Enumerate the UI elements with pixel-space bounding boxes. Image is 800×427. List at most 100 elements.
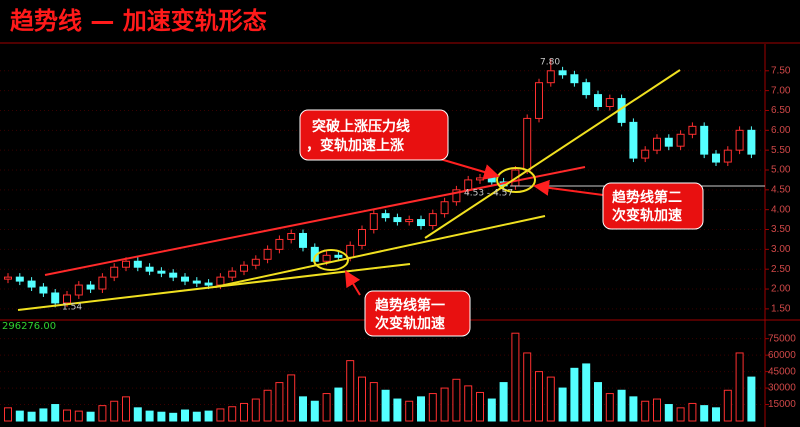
- volume-bar: [487, 398, 496, 422]
- candle-body: [735, 129, 744, 151]
- candle-body: [700, 125, 709, 155]
- candle-body: [322, 254, 331, 262]
- volume-bar: [310, 400, 319, 422]
- volume-bar: [464, 385, 473, 422]
- callout-box: [602, 182, 704, 230]
- volume-bar: [417, 396, 425, 422]
- volume-bar: [322, 393, 331, 422]
- candle-body: [27, 280, 36, 288]
- candle-body: [287, 232, 296, 240]
- volume-label: 296276.00: [2, 321, 56, 332]
- volume-bar: [523, 352, 532, 422]
- candle-body: [452, 189, 461, 203]
- candle-body: [4, 276, 12, 280]
- volume-bar: [74, 410, 83, 422]
- volume-bar: [27, 411, 36, 422]
- y-tick-label: 5.00: [771, 165, 791, 176]
- candle-body: [653, 137, 661, 151]
- volume-bar: [145, 410, 154, 422]
- volume-bar: [192, 411, 201, 422]
- candle-body: [299, 232, 307, 248]
- candle-body: [63, 294, 71, 304]
- volume-bar: [617, 389, 626, 422]
- candle-body: [641, 149, 650, 159]
- volume-bar: [4, 407, 12, 422]
- candle-body: [381, 213, 390, 219]
- candle-body: [110, 266, 119, 278]
- callout-text: 次变轨加速: [612, 207, 682, 224]
- volume-bar: [240, 402, 248, 422]
- candle-body: [546, 70, 555, 84]
- candle-body: [440, 201, 449, 215]
- volume-bar: [369, 382, 378, 422]
- volume-bar: [157, 411, 166, 422]
- candle-body: [723, 149, 732, 163]
- candle-body: [676, 133, 685, 147]
- candle-body: [523, 117, 532, 171]
- volume-bar: [712, 407, 720, 422]
- candle-body: [192, 280, 201, 284]
- highlight-circle: [313, 249, 349, 271]
- candle-body: [216, 276, 225, 286]
- volume-bar: [476, 391, 484, 422]
- candle-body: [369, 213, 378, 231]
- candle-body: [181, 276, 189, 282]
- callout-text: 趋势线第一: [375, 297, 445, 314]
- arrow: [344, 270, 361, 296]
- candle-body: [417, 219, 425, 227]
- y-tick-label: 5.50: [771, 145, 791, 156]
- candle-body: [405, 219, 414, 223]
- candle-body: [275, 238, 284, 250]
- volume-bar: [641, 400, 650, 422]
- candle-body: [263, 248, 272, 260]
- low-label: 1.54: [62, 303, 82, 313]
- candle-body: [251, 258, 260, 266]
- candle-body: [605, 98, 614, 108]
- candle-body: [558, 70, 567, 76]
- volume-bar: [676, 407, 685, 422]
- candle-body: [157, 270, 166, 274]
- callout-box: [299, 109, 449, 161]
- candle-body: [240, 264, 248, 272]
- volume-bar: [98, 405, 107, 422]
- candle-body: [39, 286, 48, 294]
- y-tick-label: 3.00: [771, 244, 791, 255]
- volume-bar: [440, 387, 449, 422]
- chart-title: 趋势线 — 加速变轨形态: [10, 7, 267, 35]
- volume-bar: [299, 396, 307, 422]
- y2-tick-label: 60000: [768, 350, 796, 361]
- candle-body: [393, 217, 402, 223]
- volume-bar: [122, 396, 130, 422]
- volume-bar: [570, 367, 579, 422]
- candle-body: [428, 213, 437, 227]
- volume-bar: [63, 409, 71, 422]
- volume-bar: [747, 376, 756, 422]
- volume-bar: [346, 360, 355, 422]
- candle-body: [74, 284, 83, 296]
- volume-bar: [582, 363, 591, 422]
- volume-bar: [110, 400, 119, 422]
- volume-bar: [204, 410, 213, 422]
- volume-bar: [723, 389, 732, 422]
- volume-bar: [535, 371, 543, 422]
- candle-body: [169, 272, 178, 278]
- callout-text: 次变轨加速: [375, 315, 445, 332]
- volume-bar: [428, 393, 437, 422]
- volume-bar: [558, 387, 567, 422]
- callout-text: 突破上涨压力线: [312, 118, 410, 135]
- range-label: 4.53 - 4.57: [464, 189, 513, 199]
- marks: 1.50 2.00 2.50 3.00 3.50 4.00 4.50 5.00 5.50 6.00…: [0, 58, 796, 422]
- trend-line: [424, 69, 681, 239]
- volume-bar: [594, 382, 602, 422]
- candle-body: [747, 129, 756, 155]
- candle-body: [487, 177, 496, 183]
- candle-body: [122, 260, 130, 268]
- trend-line: [214, 215, 546, 288]
- callout-text: 趋势线第二: [612, 189, 682, 206]
- candle-body: [204, 282, 213, 286]
- candle-body: [664, 137, 673, 147]
- volume-bar: [688, 402, 697, 422]
- volume-bar: [393, 398, 402, 422]
- volume-bar: [546, 376, 555, 422]
